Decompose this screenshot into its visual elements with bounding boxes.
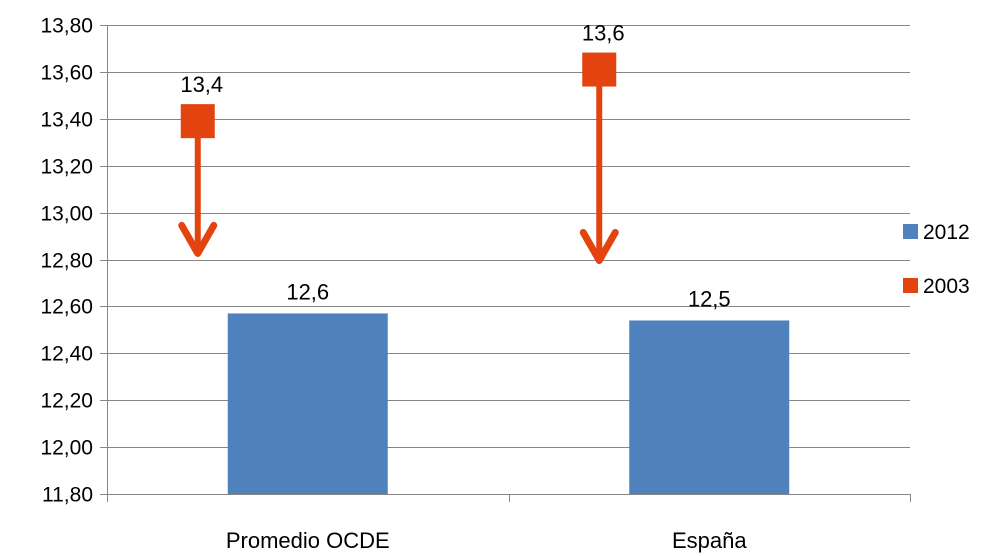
legend-swatch-2012: [903, 224, 918, 239]
axes: 11,80 12,00 12,20 12,40 12,60 12,80 13,00 13,20…: [40, 15, 911, 553]
category-label: Promedio OCDE: [226, 528, 390, 553]
y-tick-label: 12,40: [40, 343, 93, 366]
legend-swatch-2003: [903, 278, 918, 293]
data-labels: 12,6 12,5 13,4 13,6: [180, 21, 730, 312]
y-tick-label: 12,20: [40, 390, 93, 413]
bar-2012: [629, 320, 790, 494]
bars-2012: [227, 313, 790, 494]
y-tick-label: 13,20: [40, 156, 93, 179]
gridlines: [107, 25, 910, 448]
marker-2003: [180, 104, 215, 139]
marker-value-label: 13,4: [180, 72, 223, 97]
marker-value-label: 13,6: [582, 21, 625, 46]
y-tick-label: 12,80: [40, 250, 93, 273]
y-tick-label: 12,00: [40, 437, 93, 460]
y-tick-label: 13,80: [40, 15, 93, 38]
category-label: España: [672, 528, 747, 553]
change-arrows: [178, 69, 619, 264]
legend: 2012 2003: [903, 221, 970, 298]
y-tick-label: 11,80: [42, 484, 93, 507]
arrow-head: [178, 221, 218, 257]
arrow-head: [579, 228, 619, 264]
y-tick-label: 13,00: [40, 203, 93, 226]
legend-label-2012: 2012: [923, 221, 970, 244]
y-tick-label: 13,60: [40, 62, 93, 85]
y-tick-label: 12,60: [40, 296, 93, 319]
legend-label-2003: 2003: [923, 275, 970, 298]
bar-value-label: 12,5: [688, 286, 731, 311]
bar-2012: [227, 313, 388, 494]
y-tick-label: 13,40: [40, 109, 93, 132]
marker-2003: [582, 52, 617, 87]
bar-value-label: 12,6: [286, 279, 329, 304]
markers-2003: [180, 52, 617, 139]
